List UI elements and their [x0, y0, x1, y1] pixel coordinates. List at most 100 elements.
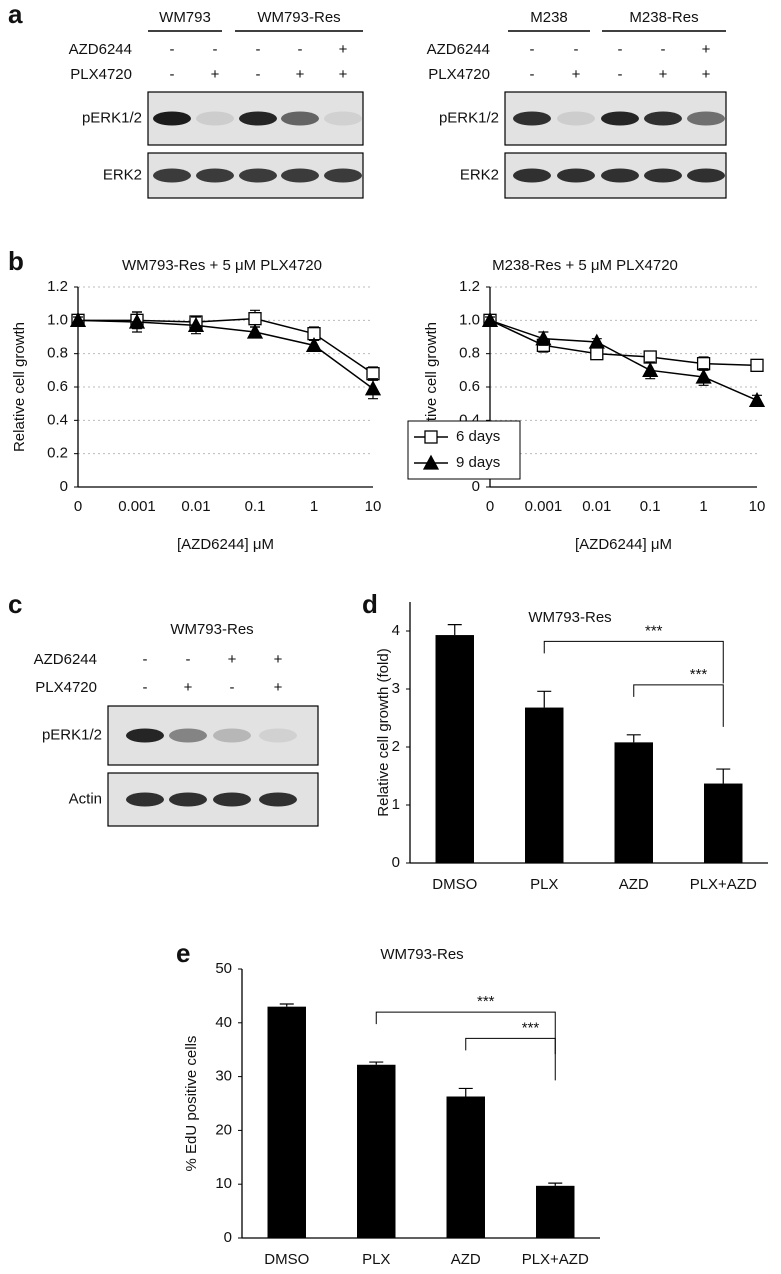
- y-tick-label: 1.0: [459, 311, 480, 328]
- y-tick-label: 40: [215, 1014, 232, 1031]
- treatment-label: AZD6244: [69, 41, 132, 58]
- y-axis-label: % EdU positive cells: [183, 1036, 200, 1172]
- band: [169, 792, 207, 807]
- band-label: Actin: [69, 790, 102, 807]
- y-tick-label: 20: [215, 1121, 232, 1138]
- band: [601, 168, 639, 183]
- treatment-sign: +: [702, 66, 711, 83]
- band: [239, 111, 277, 126]
- treatment-sign: -: [213, 41, 218, 58]
- y-tick-label: 30: [215, 1068, 232, 1085]
- band: [213, 728, 251, 743]
- marker: [305, 336, 323, 352]
- chart-title: WM793-Res: [380, 946, 463, 963]
- y-tick-label: 4: [392, 622, 400, 639]
- bar: [614, 742, 653, 863]
- blot-group-label: M238-Res: [629, 9, 698, 26]
- legend-label: 6 days: [456, 428, 500, 445]
- y-axis-label: Relative cell growth (fold): [375, 648, 392, 816]
- treatment-sign: -: [143, 679, 148, 696]
- x-tick-label: 0: [486, 498, 494, 515]
- series-line: [489, 319, 758, 402]
- band: [169, 728, 207, 743]
- treatment-sign: +: [339, 41, 348, 58]
- y-tick-label: 0: [224, 1229, 232, 1246]
- band-label: pERK1/2: [42, 726, 102, 743]
- error-bar: [537, 690, 552, 708]
- marker: [128, 313, 146, 329]
- x-tick-label: PLX: [362, 1251, 390, 1268]
- y-tick-label: 1: [392, 796, 400, 813]
- x-tick-label: 10: [365, 498, 382, 515]
- treatment-sign: +: [211, 66, 220, 83]
- y-tick-label: 2: [392, 738, 400, 755]
- panel-label: c: [8, 589, 22, 619]
- treatment-sign: +: [296, 66, 305, 83]
- treatment-sign: +: [274, 651, 283, 668]
- marker: [535, 330, 552, 346]
- blot-group-label: WM793-Res: [257, 9, 340, 26]
- chart-title: WM793-Res: [528, 609, 611, 626]
- band: [259, 792, 297, 807]
- band: [557, 111, 595, 126]
- significance-bracket: [543, 640, 724, 684]
- x-tick-label: 1: [310, 498, 318, 515]
- x-tick-label: 0.01: [181, 498, 210, 515]
- treatment-label: PLX4720: [35, 679, 97, 696]
- band: [259, 728, 297, 743]
- x-tick-label: 0: [74, 498, 82, 515]
- y-axis-label: Relative cell growth: [423, 322, 440, 452]
- x-tick-label: DMSO: [432, 876, 477, 893]
- band-label: pERK1/2: [439, 109, 499, 126]
- bar: [435, 635, 474, 863]
- chart-title: WM793-Res + 5 μM PLX4720: [122, 257, 322, 274]
- treatment-sign: +: [274, 679, 283, 696]
- marker: [364, 380, 382, 396]
- y-tick-label: 3: [392, 680, 400, 697]
- marker: [590, 347, 604, 361]
- bar: [357, 1064, 396, 1238]
- band-label: ERK2: [103, 166, 142, 183]
- band: [213, 792, 251, 807]
- treatment-label: PLX4720: [428, 66, 490, 83]
- marker: [248, 312, 262, 326]
- marker: [748, 391, 766, 407]
- bar: [704, 783, 743, 863]
- x-tick-label: PLX+AZD: [690, 876, 757, 893]
- panel-label: b: [8, 246, 24, 276]
- y-tick-label: 10: [215, 1175, 232, 1192]
- treatment-sign: +: [184, 679, 193, 696]
- x-tick-label: AZD: [619, 876, 649, 893]
- treatment-sign: +: [339, 66, 348, 83]
- series-line: [78, 317, 374, 375]
- series-line: [489, 319, 758, 367]
- band: [153, 111, 191, 126]
- legend-marker: [424, 430, 438, 444]
- treatment-sign: -: [618, 41, 623, 58]
- panel-label: e: [176, 938, 190, 968]
- band: [513, 111, 551, 126]
- treatment-sign: +: [702, 41, 711, 58]
- x-axis-label: [AZD6244] μM: [177, 536, 274, 553]
- chart-title: M238-Res + 5 μM PLX4720: [492, 257, 678, 274]
- treatment-sign: -: [574, 41, 579, 58]
- blot-group-label: WM793: [159, 9, 211, 26]
- y-tick-label: 0.6: [47, 378, 68, 395]
- band-label: pERK1/2: [82, 109, 142, 126]
- band: [196, 111, 234, 126]
- band: [324, 111, 362, 126]
- treatment-sign: -: [618, 66, 623, 83]
- band: [601, 111, 639, 126]
- x-tick-label: 0.1: [245, 498, 266, 515]
- marker: [69, 311, 87, 327]
- y-tick-label: 50: [215, 960, 232, 977]
- x-tick-label: 0.001: [525, 498, 563, 515]
- treatment-sign: +: [659, 66, 668, 83]
- y-tick-label: 0.4: [47, 411, 68, 428]
- marker: [187, 316, 205, 332]
- treatment-sign: +: [228, 651, 237, 668]
- treatment-label: PLX4720: [70, 66, 132, 83]
- y-tick-label: 0.2: [47, 445, 68, 462]
- legend-marker: [422, 454, 440, 470]
